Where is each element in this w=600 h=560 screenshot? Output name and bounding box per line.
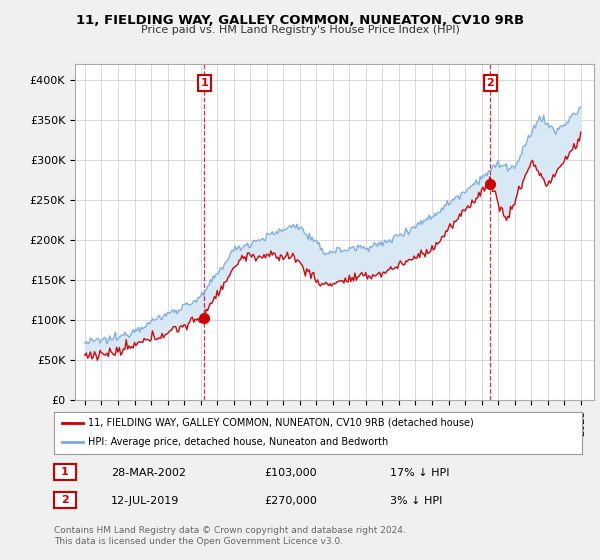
Text: 1: 1 (200, 78, 208, 88)
Text: 1: 1 (61, 467, 68, 477)
Text: £270,000: £270,000 (264, 496, 317, 506)
Text: 11, FIELDING WAY, GALLEY COMMON, NUNEATON, CV10 9RB: 11, FIELDING WAY, GALLEY COMMON, NUNEATO… (76, 14, 524, 27)
Text: Contains HM Land Registry data © Crown copyright and database right 2024.
This d: Contains HM Land Registry data © Crown c… (54, 526, 406, 546)
Text: 2: 2 (61, 495, 68, 505)
Text: 11, FIELDING WAY, GALLEY COMMON, NUNEATON, CV10 9RB (detached house): 11, FIELDING WAY, GALLEY COMMON, NUNEATO… (88, 418, 474, 428)
Text: 2: 2 (487, 78, 494, 88)
Text: £103,000: £103,000 (264, 468, 317, 478)
Text: 3% ↓ HPI: 3% ↓ HPI (390, 496, 442, 506)
Text: 17% ↓ HPI: 17% ↓ HPI (390, 468, 449, 478)
Text: 12-JUL-2019: 12-JUL-2019 (111, 496, 179, 506)
Text: 28-MAR-2002: 28-MAR-2002 (111, 468, 186, 478)
Text: Price paid vs. HM Land Registry's House Price Index (HPI): Price paid vs. HM Land Registry's House … (140, 25, 460, 35)
Text: HPI: Average price, detached house, Nuneaton and Bedworth: HPI: Average price, detached house, Nune… (88, 437, 389, 447)
